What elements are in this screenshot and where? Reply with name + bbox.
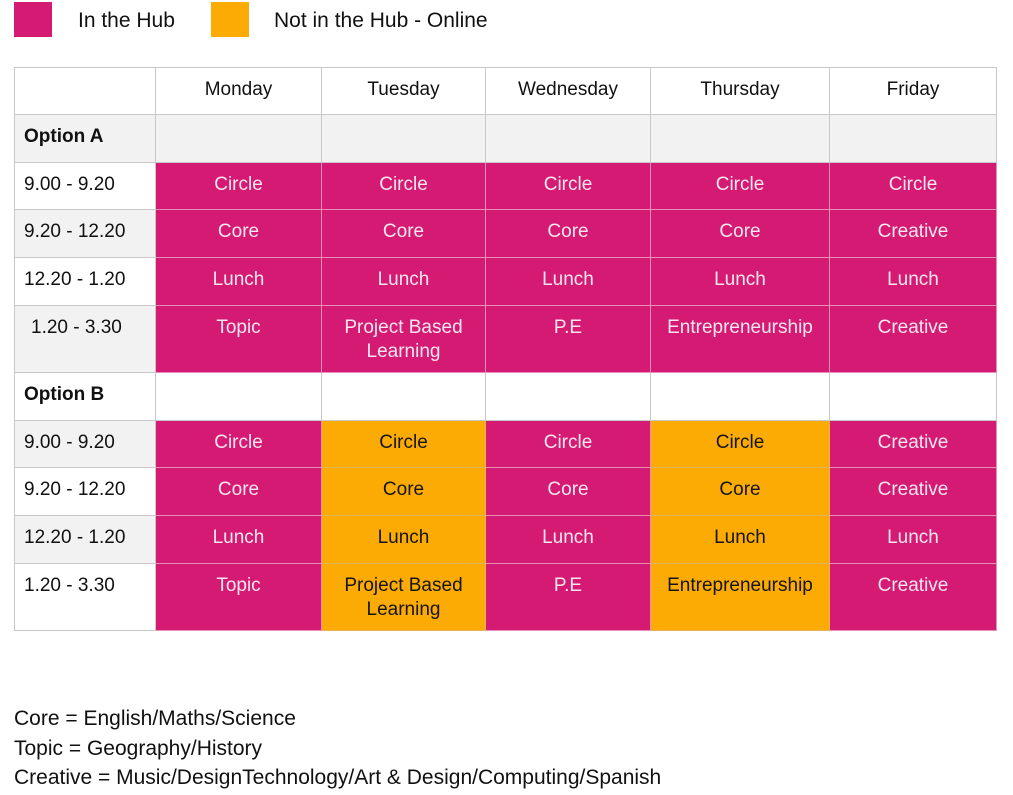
lesson-cell-wednesday: Lunch [485, 257, 651, 306]
option-a-empty-cell [650, 114, 830, 163]
time-slot-label: 9.00 - 9.20 [14, 162, 156, 210]
lesson-cell-tuesday: Circle [321, 162, 486, 210]
lesson-cell-monday: Lunch [155, 515, 322, 564]
note-creative: Creative = Music/DesignTechnology/Art & … [14, 766, 662, 789]
lesson-cell-thursday: Core [650, 467, 830, 516]
corner-cell [14, 67, 156, 115]
lesson-cell-friday: Creative [829, 305, 997, 373]
option-a-empty-cell [485, 114, 651, 163]
time-slot-label: 9.20 - 12.20 [14, 467, 156, 516]
option-b-empty-cell [321, 372, 486, 421]
lesson-cell-thursday: Entrepreneurship [650, 305, 830, 373]
time-slot-label: 9.20 - 12.20 [14, 209, 156, 258]
lesson-cell-monday: Core [155, 209, 322, 258]
lesson-cell-friday: Lunch [829, 515, 997, 564]
day-header-thursday: Thursday [650, 67, 830, 115]
lesson-cell-wednesday: Circle [485, 162, 651, 210]
option-b-empty-cell [485, 372, 651, 421]
lesson-cell-friday: Creative [829, 209, 997, 258]
lesson-cell-thursday: Entrepreneurship [650, 563, 830, 631]
time-slot-label: 12.20 - 1.20 [14, 257, 156, 306]
option-a-empty-cell [155, 114, 322, 163]
lesson-cell-monday: Circle [155, 420, 322, 468]
time-slot-label: 1.20 - 3.30 [14, 563, 156, 631]
lesson-cell-tuesday: Circle [321, 420, 486, 468]
lesson-cell-thursday: Core [650, 209, 830, 258]
timetable: Monday Tuesday Wednesday Thursday Friday… [14, 67, 997, 631]
lesson-cell-thursday: Lunch [650, 515, 830, 564]
lesson-cell-tuesday: Lunch [321, 257, 486, 306]
note-topic: Topic = Geography/History [14, 736, 263, 760]
online-swatch [211, 2, 249, 37]
time-slot-label: 12.20 - 1.20 [14, 515, 156, 564]
day-header-wednesday: Wednesday [485, 67, 651, 115]
time-slot-row: 12.20 - 1.20 Lunch Lunch Lunch Lunch Lunch [14, 515, 997, 564]
time-slot-row: 1.20 - 3.30 Topic Project Based Learning P.… [14, 305, 997, 373]
option-b-empty-cell [650, 372, 830, 421]
in-hub-swatch [14, 2, 52, 37]
lesson-cell-monday: Topic [155, 563, 322, 631]
lesson-cell-monday: Circle [155, 162, 322, 210]
option-b-empty-cell [155, 372, 322, 421]
lesson-cell-tuesday: Lunch [321, 515, 486, 564]
time-slot-row: 9.20 - 12.20 Core Core Core Core Creative [14, 209, 997, 258]
subject-key: Core = English/Maths/Science Topic = Geo… [14, 704, 661, 793]
lesson-cell-friday: Circle [829, 162, 997, 210]
lesson-cell-monday: Topic [155, 305, 322, 373]
time-slot-row: 12.20 - 1.20 Lunch Lunch Lunch Lunch Lunch [14, 257, 997, 306]
option-b-label: Option B [14, 372, 156, 421]
time-slot-row: 9.00 - 9.20 Circle Circle Circle Circle Circl… [14, 162, 997, 210]
in-hub-label: In the Hub [78, 9, 175, 32]
option-a-empty-cell [321, 114, 486, 163]
lesson-cell-wednesday: Circle [485, 420, 651, 468]
note-core: Core = English/Maths/Science [14, 707, 296, 730]
day-header-tuesday: Tuesday [321, 67, 486, 115]
lesson-cell-tuesday: Core [321, 209, 486, 258]
lesson-cell-tuesday: Core [321, 467, 486, 516]
option-a-empty-cell [829, 114, 997, 163]
time-slot-label: 9.00 - 9.20 [14, 420, 156, 468]
legend: In the Hub Not in the Hub - Online [0, 0, 1013, 44]
lesson-cell-wednesday: P.E [485, 563, 651, 631]
lesson-cell-friday: Creative [829, 563, 997, 631]
lesson-cell-thursday: Circle [650, 162, 830, 210]
option-b-header-row: Option B [14, 372, 997, 421]
lesson-cell-wednesday: Core [485, 209, 651, 258]
option-a-label: Option A [14, 114, 156, 163]
lesson-cell-monday: Lunch [155, 257, 322, 306]
lesson-cell-monday: Core [155, 467, 322, 516]
lesson-cell-thursday: Circle [650, 420, 830, 468]
time-slot-row: 1.20 - 3.30 Topic Project Based Learning P.… [14, 563, 997, 631]
online-label: Not in the Hub - Online [274, 9, 488, 32]
day-header-friday: Friday [829, 67, 997, 115]
option-a-header-row: Option A [14, 114, 997, 163]
lesson-cell-wednesday: P.E [485, 305, 651, 373]
lesson-cell-wednesday: Lunch [485, 515, 651, 564]
option-b-empty-cell [829, 372, 997, 421]
lesson-cell-wednesday: Core [485, 467, 651, 516]
lesson-cell-thursday: Lunch [650, 257, 830, 306]
lesson-cell-tuesday: Project Based Learning [321, 305, 486, 373]
day-header-row: Monday Tuesday Wednesday Thursday Friday [14, 67, 997, 115]
lesson-cell-friday: Creative [829, 420, 997, 468]
lesson-cell-friday: Lunch [829, 257, 997, 306]
lesson-cell-friday: Creative [829, 467, 997, 516]
time-slot-label: 1.20 - 3.30 [14, 305, 156, 373]
lesson-cell-tuesday: Project Based Learning [321, 563, 486, 631]
time-slot-row: 9.00 - 9.20 Circle Circle Circle Circle Creat… [14, 420, 997, 468]
day-header-monday: Monday [155, 67, 322, 115]
time-slot-row: 9.20 - 12.20 Core Core Core Core Creative [14, 467, 997, 516]
